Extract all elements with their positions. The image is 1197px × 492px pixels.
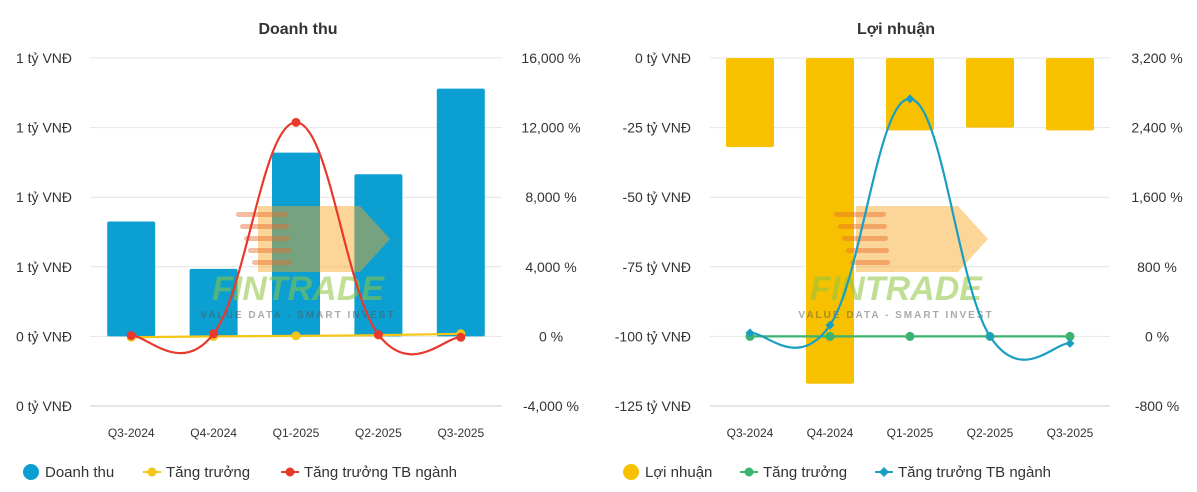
legend-label: Tăng trưởng <box>763 464 847 481</box>
bar-doanh-thu <box>436 88 485 337</box>
series-point <box>985 331 995 341</box>
watermark-logo-stripe <box>850 260 890 265</box>
y-axis-left-tick-label: -125 tỷ VNĐ <box>615 398 691 414</box>
series-point <box>825 320 835 330</box>
watermark-logo-stripe <box>834 212 886 217</box>
y-axis-right-tick-label: 2,400 % <box>1131 120 1182 136</box>
bar-doanh-thu <box>354 174 403 337</box>
watermark-logo-stripe <box>240 224 289 229</box>
y-axis-right-tick-label: 4,000 % <box>525 259 576 275</box>
y-axis-left-tick-label: -25 tỷ VNĐ <box>623 120 691 136</box>
bar-lợi-nhuận <box>886 58 934 131</box>
watermark-logo-arrow <box>258 206 390 272</box>
chart-title: Doanh thu <box>258 21 337 38</box>
watermark-logo-stripe <box>842 236 888 241</box>
chart-title: Lợi nhuận <box>857 21 935 38</box>
watermark: FINTRADE VALUE DATA - SMART INVEST <box>200 206 395 321</box>
series-point <box>745 328 755 338</box>
legend-marker <box>147 467 157 477</box>
bar-doanh-thu <box>107 221 156 337</box>
watermark-logo-stripe <box>248 248 291 253</box>
y-axis-right-tick-label: 3,200 % <box>1131 50 1182 66</box>
y-axis-left-tick-label: 1 tỷ VNĐ <box>16 189 72 205</box>
x-axis-tick-label: Q4-2024 <box>190 426 237 440</box>
watermark-logo-stripe <box>236 212 288 217</box>
watermark-logo-stripe <box>244 236 290 241</box>
y-axis-left-tick-label: 0 tỷ VNĐ <box>16 328 72 344</box>
legend-label: Tăng trưởng TB ngành <box>898 464 1051 481</box>
revenue-chart: Doanh thu 0 tỷ VNĐ 0 tỷ VNĐ 1 tỷ VNĐ 1 tỷ VN… <box>16 21 581 481</box>
x-axis-tick-label: Q2-2025 <box>355 426 402 440</box>
y-axis-left-tick-label: 1 tỷ VNĐ <box>16 259 72 275</box>
legend-marker <box>23 464 39 480</box>
x-axis-tick-label: Q3-2025 <box>1047 426 1094 440</box>
x-axis-tick-label: Q4-2024 <box>807 426 854 440</box>
series-point <box>209 329 219 339</box>
bar-doanh-thu <box>189 268 238 337</box>
x-axis-tick-label: Q2-2025 <box>967 426 1014 440</box>
watermark-logo-stripe <box>252 260 292 265</box>
bar-doanh-thu <box>272 152 320 337</box>
legend-marker <box>623 464 639 480</box>
bar-lợi-nhuận <box>726 58 774 148</box>
y-axis-right-tick-label: 800 % <box>1137 259 1177 275</box>
y-axis-right-tick-label: 12,000 % <box>521 120 580 136</box>
bar-lợi-nhuận <box>966 58 1014 128</box>
y-axis-left-tick-label: -75 tỷ VNĐ <box>623 259 691 275</box>
series-point <box>373 330 383 340</box>
y-axis-right-tick-label: 0 % <box>1145 328 1169 344</box>
legend-marker <box>744 467 754 477</box>
x-axis-tick-label: Q1-2025 <box>887 426 934 440</box>
watermark-brand: FINTRADE <box>810 270 983 308</box>
series-point <box>126 331 136 341</box>
legend-marker <box>285 467 295 477</box>
y-axis-left-tick-label: 0 tỷ VNĐ <box>16 398 72 414</box>
legend-label: Tăng trưởng <box>166 464 250 481</box>
x-axis-tick-label: Q3-2024 <box>727 426 774 440</box>
y-axis-right-tick-label: 1,600 % <box>1131 189 1182 205</box>
watermark-tagline: VALUE DATA - SMART INVEST <box>200 310 395 321</box>
series-point <box>291 331 301 341</box>
x-axis-tick-label: Q1-2025 <box>273 426 320 440</box>
series-point <box>1065 331 1075 341</box>
y-axis-right-tick-label: 0 % <box>539 328 563 344</box>
legend-label: Tăng trưởng TB ngành <box>304 464 457 481</box>
y-axis-left-tick-label: -50 tỷ VNĐ <box>623 189 691 205</box>
legend-label: Lợi nhuận <box>645 464 712 481</box>
y-axis-right-tick-label: 16,000 % <box>521 50 580 66</box>
legend-label: Doanh thu <box>45 464 114 481</box>
y-axis-left-tick-label: 1 tỷ VNĐ <box>16 50 72 66</box>
series-point <box>905 331 915 341</box>
series-point <box>291 117 301 127</box>
bar-lợi-nhuận <box>1046 58 1094 131</box>
watermark-logo-stripe <box>846 248 889 253</box>
series-point <box>1065 338 1075 348</box>
y-axis-right-tick-label: -4,000 % <box>523 398 579 414</box>
y-axis-right-tick-label: -800 % <box>1135 398 1179 414</box>
series-point <box>825 331 835 341</box>
y-axis-right-tick-label: 8,000 % <box>525 189 576 205</box>
x-axis-tick-label: Q3-2025 <box>437 426 484 440</box>
x-axis-tick-label: Q3-2024 <box>108 426 155 440</box>
profit-chart: Lợi nhuận -125 tỷ VNĐ -100 tỷ VNĐ -75 tỷ VN… <box>615 21 1183 481</box>
series-point <box>905 94 915 104</box>
series-point <box>456 332 466 342</box>
y-axis-left-tick-label: 0 tỷ VNĐ <box>635 50 691 66</box>
watermark-tagline: VALUE DATA - SMART INVEST <box>798 310 993 321</box>
y-axis-left-tick-label: -100 tỷ VNĐ <box>615 328 691 344</box>
y-axis-left-tick-label: 1 tỷ VNĐ <box>16 120 72 136</box>
watermark-brand: FINTRADE <box>212 270 385 308</box>
legend-marker <box>879 467 889 477</box>
